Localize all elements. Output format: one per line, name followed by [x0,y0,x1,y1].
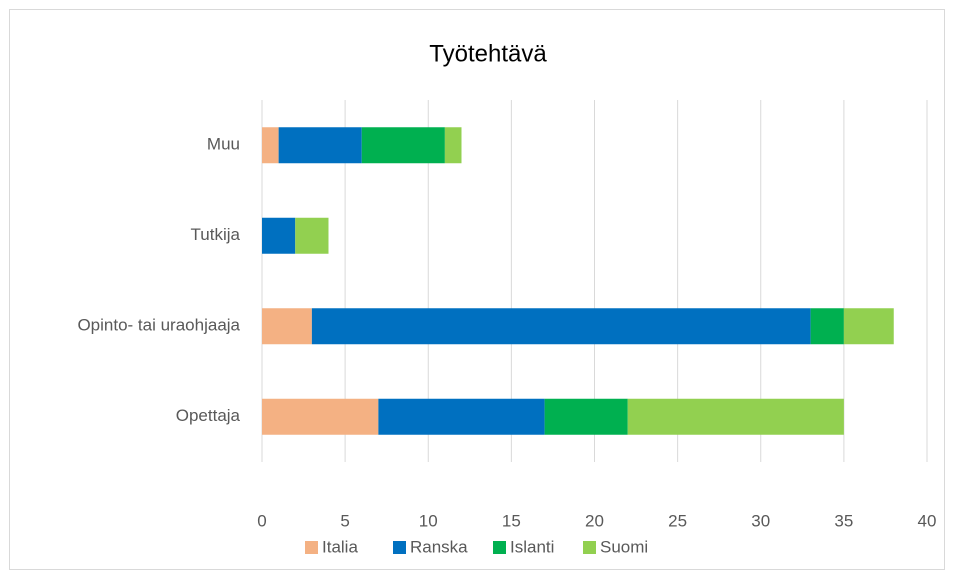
x-tick-label: 20 [585,511,604,530]
x-tick-label: 35 [834,511,853,530]
bar-segment [262,127,279,164]
bar-segment [544,398,628,435]
bar-segment [444,127,462,164]
x-tick-label: 10 [419,511,438,530]
chart-title: Työtehtävä [429,40,547,67]
x-tick-label: 15 [502,511,521,530]
x-tick-label: 30 [751,511,770,530]
bar-segment [361,127,445,164]
bar-segment [295,217,329,254]
legend-swatch [305,541,318,554]
y-tick-label: Muu [207,135,240,154]
legend-swatch [493,541,506,554]
bar-segment [810,308,844,345]
y-tick-label: Opettaja [176,406,241,425]
bar-segment [278,127,362,164]
legend-label: Suomi [600,537,648,556]
bar-segment [378,398,545,435]
x-tick-label: 25 [668,511,687,530]
bar-segment [262,398,379,435]
legend-label: Ranska [410,537,468,556]
chart-border [9,9,945,570]
bar-segment [843,308,894,345]
bar-segment [311,308,811,345]
y-tick-label: Opinto- tai uraohjaaja [77,316,240,335]
x-tick-label: 40 [918,511,937,530]
bar-segment [262,308,312,345]
legend-swatch [583,541,596,554]
legend-label: Islanti [510,537,554,556]
x-tick-label: 0 [257,511,266,530]
bar-segment [627,398,844,435]
y-tick-label: Tutkija [191,225,241,244]
legend-swatch [393,541,406,554]
x-tick-label: 5 [340,511,349,530]
legend-label: Italia [322,537,358,556]
bar-segment [262,217,296,254]
